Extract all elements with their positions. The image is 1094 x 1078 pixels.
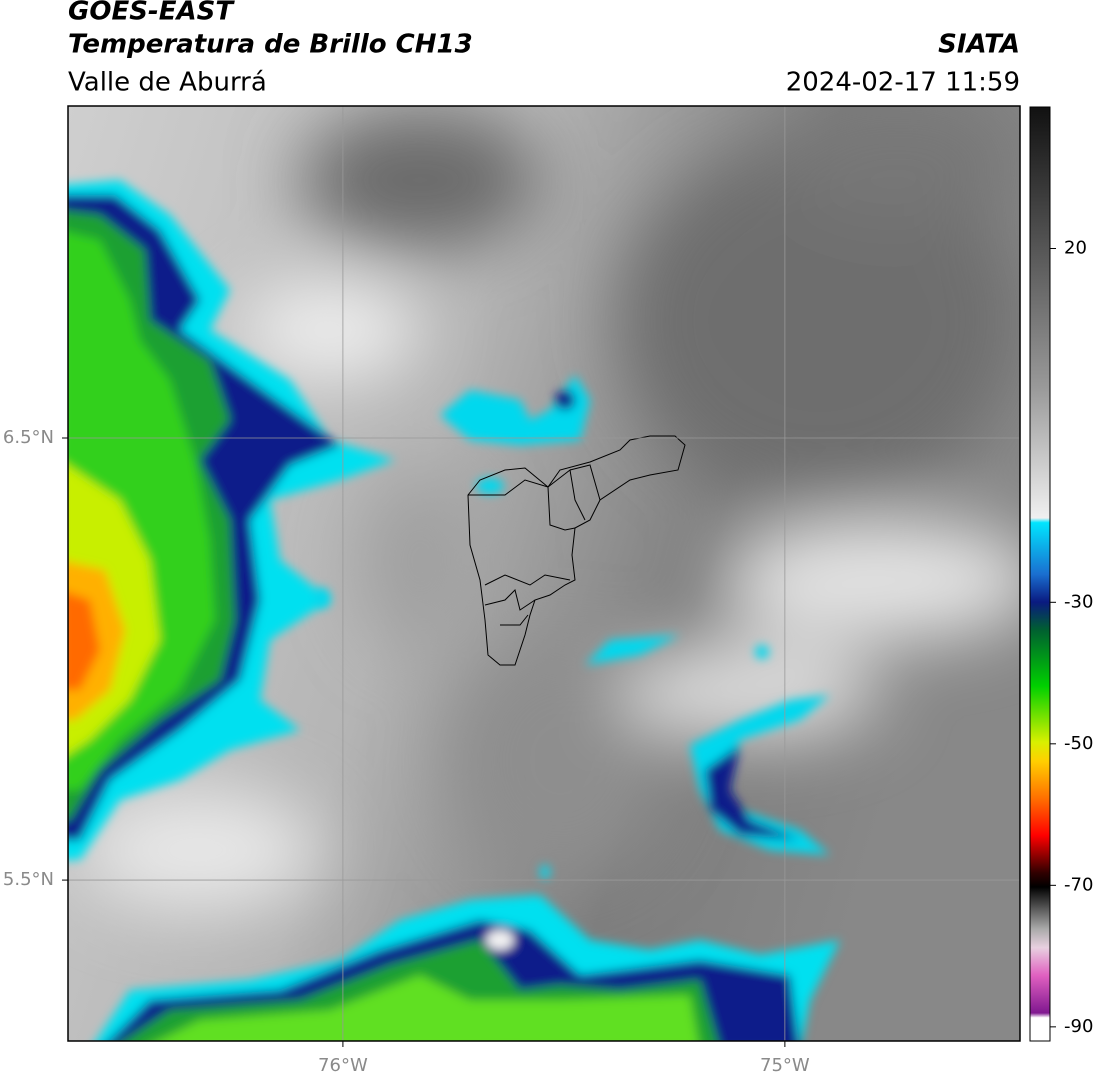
colorbar (1029, 106, 1051, 1042)
geo-ticks: 76°W 75°W 5.5°N 6.5°N (3, 427, 810, 1076)
municipal-boundaries (467, 435, 686, 666)
colorbar-tick-label: -30 (1064, 591, 1093, 612)
map-frame (67, 105, 1021, 1042)
x-tick-label: 76°W (318, 1055, 368, 1076)
colorbar-tick-label: -70 (1064, 874, 1093, 895)
colorbar-tick-label: -50 (1064, 733, 1093, 754)
subtitle: Temperatura de Brillo CH13 (68, 30, 473, 60)
graticule (68, 106, 1020, 1041)
x-tick-label: 75°W (760, 1055, 810, 1076)
y-tick-label: 6.5°N (3, 427, 54, 448)
source: SIATA (938, 30, 1020, 60)
title: GOES-EAST (68, 0, 235, 27)
colorbar-tick-label: 20 (1064, 238, 1087, 259)
datetime: 2024-02-17 11:59 (786, 68, 1020, 98)
region: Valle de Aburrá (68, 68, 267, 98)
colorbar-tick-label: -90 (1064, 1016, 1093, 1037)
colorbar-ticks: 20 -30 -50 -70 -90 (1050, 238, 1093, 1037)
satellite-image (68, 106, 1020, 1041)
y-tick-label: 5.5°N (3, 869, 54, 890)
